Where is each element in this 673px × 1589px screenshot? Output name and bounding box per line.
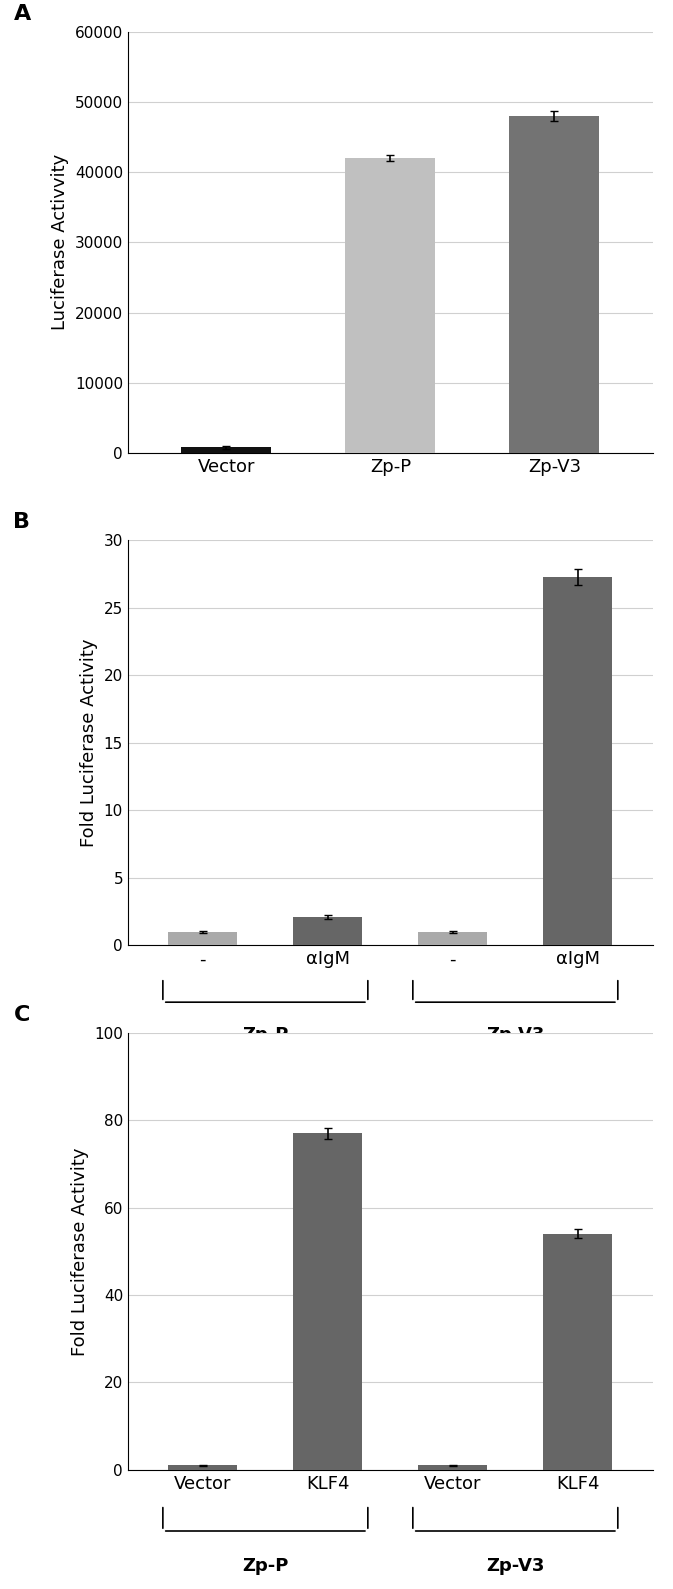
Bar	[419, 1465, 487, 1470]
Bar	[293, 1133, 362, 1470]
Bar	[419, 931, 487, 945]
Text: A: A	[13, 3, 31, 24]
Text: C: C	[13, 1004, 30, 1025]
Bar	[168, 931, 237, 945]
Y-axis label: Fold Luciferase Activity: Fold Luciferase Activity	[71, 1147, 89, 1355]
Y-axis label: Luciferase Activvity: Luciferase Activvity	[51, 154, 69, 331]
Bar	[181, 447, 271, 453]
Bar	[544, 577, 612, 945]
Bar	[293, 917, 362, 945]
Text: Zp-V3: Zp-V3	[486, 1557, 544, 1575]
Text: Zp-V3: Zp-V3	[486, 1026, 544, 1044]
Text: Zp-P: Zp-P	[242, 1026, 289, 1044]
Bar	[544, 1233, 612, 1470]
Y-axis label: Fold Luciferase Activity: Fold Luciferase Activity	[80, 639, 98, 847]
Bar	[509, 116, 600, 453]
Bar	[168, 1465, 237, 1470]
Bar	[345, 157, 435, 453]
Text: Zp-P: Zp-P	[242, 1557, 289, 1575]
Text: B: B	[13, 512, 30, 532]
